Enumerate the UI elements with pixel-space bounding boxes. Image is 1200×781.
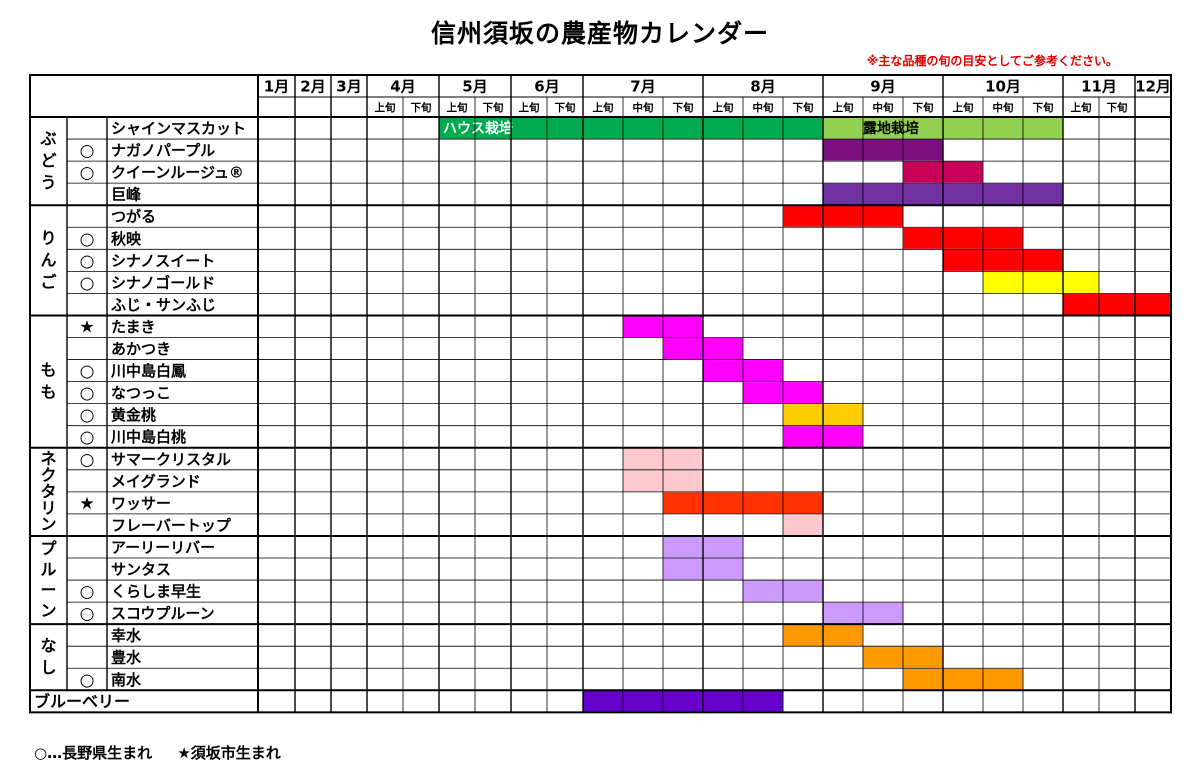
group-label: もも <box>40 360 56 401</box>
product-label: 秋映 <box>111 230 142 248</box>
circle-mark: ○ <box>80 406 95 426</box>
group-label: ブルーベリー <box>34 692 130 711</box>
legend-star-text: ★須坂市生まれ <box>177 744 281 762</box>
bar <box>783 514 823 536</box>
period-label: 上旬 <box>519 101 540 114</box>
legend: ○…長野県生まれ ★須坂市生まれ <box>34 742 301 763</box>
period-label: 上旬 <box>447 101 468 114</box>
month-label: 1月 <box>264 78 289 96</box>
circle-mark: ○ <box>80 251 95 271</box>
period-label: 上旬 <box>833 101 854 114</box>
bar <box>783 205 904 227</box>
group-label: なし <box>40 636 56 677</box>
period-label: 下旬 <box>1033 101 1055 114</box>
month-label: 3月 <box>336 78 361 96</box>
circle-mark: ○ <box>80 670 95 690</box>
month-label: 2月 <box>300 78 325 96</box>
period-label: 下旬 <box>411 101 432 114</box>
bar <box>943 249 1063 271</box>
bar <box>583 690 784 712</box>
product-label: ワッサー <box>111 494 171 512</box>
month-label: 10月 <box>985 78 1021 96</box>
bar <box>903 227 1024 249</box>
bar <box>1063 293 1171 315</box>
product-label: サンタス <box>111 561 171 579</box>
circle-mark: ○ <box>80 141 95 161</box>
month-label: 7月 <box>630 78 655 96</box>
bar-label: ハウス栽培 <box>443 120 513 137</box>
circle-mark: ○ <box>80 229 95 249</box>
product-label: シナノスイート <box>111 252 215 270</box>
product-label: メイグランド <box>111 472 201 490</box>
period-label: 中旬 <box>633 101 654 114</box>
month-label: 6月 <box>534 78 559 96</box>
period-label: 上旬 <box>953 101 974 114</box>
star-mark: ★ <box>79 494 94 514</box>
product-label: ふじ・サンふじ <box>111 296 216 314</box>
product-label: くらしま早生 <box>111 583 201 601</box>
product-label: フレーバートップ <box>111 516 232 534</box>
circle-mark: ○ <box>80 428 95 448</box>
period-label: 上旬 <box>375 101 396 114</box>
month-label: 11月 <box>1081 78 1117 96</box>
product-label: ナガノパープル <box>111 142 215 160</box>
product-label: スコウプルーン <box>111 605 215 623</box>
table-frame <box>29 74 1172 714</box>
period-label: 下旬 <box>793 101 814 114</box>
month-label: 8月 <box>750 78 775 96</box>
product-label: アーリーリバー <box>111 538 215 556</box>
circle-mark: ○ <box>80 273 95 293</box>
bar <box>903 668 1024 690</box>
period-label: 上旬 <box>713 101 734 114</box>
period-label: 下旬 <box>673 101 694 114</box>
product-label: たまき <box>111 318 156 336</box>
circle-mark: ○ <box>80 163 95 183</box>
circle-mark: ○ <box>80 604 95 624</box>
bar <box>823 139 943 161</box>
product-label: 巨峰 <box>111 186 142 204</box>
bar <box>982 271 1099 293</box>
circle-mark: ○ <box>80 384 95 404</box>
group-label: ネクタリン <box>40 448 56 533</box>
period-label: 中旬 <box>873 101 894 114</box>
page-title: 信州須坂の農産物カレンダー <box>430 19 769 48</box>
period-label: 上旬 <box>593 101 614 114</box>
product-label: シャインマスカット <box>111 120 246 138</box>
period-label: 下旬 <box>1107 101 1129 114</box>
month-label: 12月 <box>1135 78 1171 96</box>
product-label: つがる <box>111 208 156 226</box>
month-label: 9月 <box>870 78 895 96</box>
product-label: シナノゴールド <box>111 274 215 292</box>
product-label: あかつき <box>111 340 171 358</box>
product-label: なつっこ <box>111 384 171 402</box>
bar <box>439 117 823 139</box>
group-label: りんご <box>40 228 56 291</box>
period-label: 中旬 <box>753 101 774 114</box>
star-mark: ★ <box>79 317 94 337</box>
circle-mark: ○ <box>80 582 95 602</box>
period-label: 中旬 <box>993 101 1014 114</box>
circle-mark: ○ <box>80 450 95 470</box>
legend-circle-text: ○…長野県生まれ <box>34 744 153 762</box>
product-label: 幸水 <box>111 627 142 645</box>
product-label: 川中島白鳳 <box>110 362 186 380</box>
product-label: クイーンルージュ® <box>111 164 244 182</box>
group-label: ぶどう <box>39 129 56 192</box>
product-label: 川中島白桃 <box>110 428 186 446</box>
product-label: 南水 <box>111 671 142 689</box>
group-label: プルーン <box>40 539 57 620</box>
period-label: 下旬 <box>483 101 504 114</box>
circle-mark: ○ <box>80 362 95 382</box>
product-label: 豊水 <box>111 649 142 667</box>
month-label: 5月 <box>462 78 487 96</box>
period-label: 下旬 <box>555 101 576 114</box>
note-text: ※主な品種の旬の目安としてご参考ください。 <box>866 54 1118 68</box>
month-label: 4月 <box>390 78 415 96</box>
period-label: 上旬 <box>1071 101 1093 114</box>
bar-label: 露地栽培 <box>863 120 919 137</box>
product-label: 黄金桃 <box>111 406 156 424</box>
period-label: 下旬 <box>913 101 934 114</box>
product-label: サマークリスタル <box>111 450 231 468</box>
